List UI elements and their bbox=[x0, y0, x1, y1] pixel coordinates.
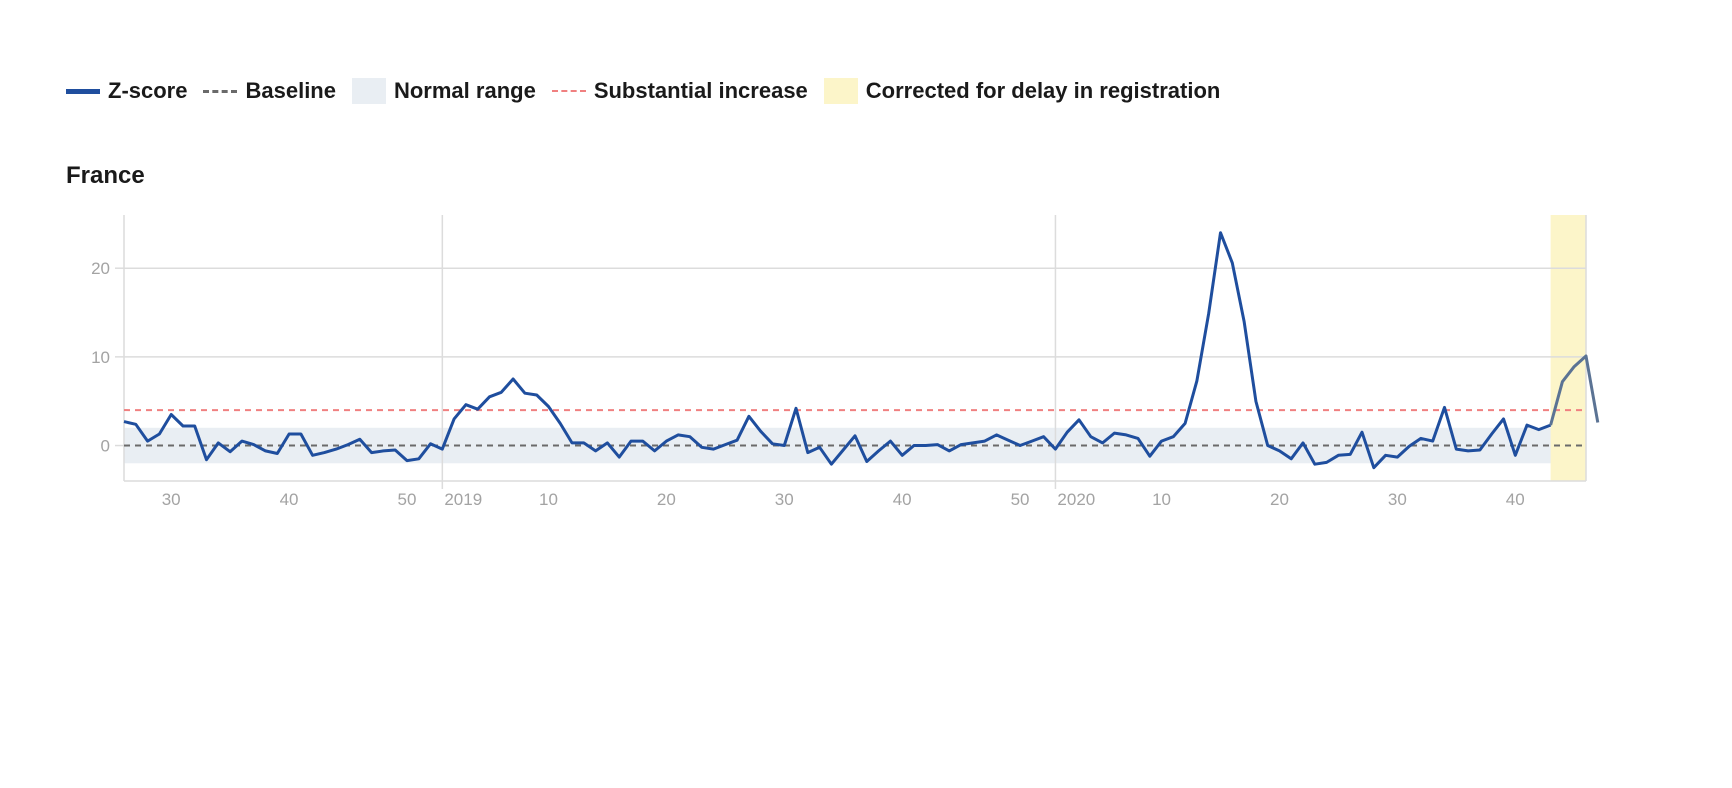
legend-item-corrected[interactable]: Corrected for delay in registration bbox=[823, 78, 1221, 104]
x-tick-label: 20 bbox=[1270, 490, 1289, 509]
legend-label-baseline: Baseline bbox=[245, 78, 336, 103]
corrected-band bbox=[1550, 215, 1586, 481]
x-tick-label: 30 bbox=[162, 490, 181, 509]
reference-lines bbox=[124, 409, 1586, 447]
legend-label-normal-range: Normal range bbox=[393, 78, 536, 103]
y-tick-label: 10 bbox=[91, 348, 110, 367]
legend-item-zscore[interactable]: Z-score bbox=[66, 78, 187, 104]
x-tick-label: 40 bbox=[1506, 490, 1525, 509]
legend-label-substantial-increase: Substantial increase bbox=[593, 78, 808, 103]
zscore-chart: 30 40 50 2019 10 20 30 40 50 2020 10 20 30 40 0 10 20 bbox=[91, 215, 1600, 509]
y-tick-label: 0 bbox=[101, 437, 110, 456]
x-tick-label: 20 bbox=[657, 490, 676, 509]
legend-label-zscore: Z-score bbox=[108, 78, 188, 103]
x-tick-label: 10 bbox=[539, 490, 558, 509]
x-tick-label: 50 bbox=[398, 490, 417, 509]
legend-item-normal-range[interactable]: Normal range bbox=[351, 78, 536, 104]
x-tick-label: 50 bbox=[1011, 490, 1030, 509]
legend-label-corrected: Corrected for delay in registration bbox=[865, 78, 1221, 103]
x-tick-label: 40 bbox=[280, 490, 299, 509]
zscore-line bbox=[123, 231, 1552, 470]
x-axis: 30 40 50 2019 10 20 30 40 50 2020 10 20 30 40 bbox=[124, 480, 1586, 509]
zscore-line-corrected bbox=[1549, 354, 1600, 426]
normal-range-swatch bbox=[351, 78, 386, 104]
background-bands bbox=[124, 215, 1586, 481]
x-tick-label: 2019 bbox=[444, 490, 482, 509]
series-lines bbox=[123, 231, 1600, 470]
zscore-line-swatch bbox=[66, 88, 100, 94]
x-tick-label: 40 bbox=[893, 490, 912, 509]
chart-title: France bbox=[66, 162, 145, 189]
corrected-band-swatch bbox=[823, 78, 858, 104]
gridlines bbox=[123, 215, 1587, 489]
baseline-line-swatch bbox=[203, 89, 238, 93]
y-axis-ticks: 0 10 20 bbox=[91, 259, 124, 456]
x-tick-label: 30 bbox=[775, 490, 794, 509]
x-tick-label: 10 bbox=[1152, 490, 1171, 509]
substantial-increase-line-swatch bbox=[551, 90, 586, 92]
y-tick-label: 20 bbox=[91, 259, 110, 278]
legend: Z-score Baseline Normal range Substantia… bbox=[66, 76, 1236, 106]
legend-item-baseline[interactable]: Baseline bbox=[203, 78, 336, 104]
legend-item-substantial-increase[interactable]: Substantial increase bbox=[551, 78, 808, 104]
x-tick-label: 30 bbox=[1388, 490, 1407, 509]
x-tick-label: 2020 bbox=[1057, 490, 1095, 509]
